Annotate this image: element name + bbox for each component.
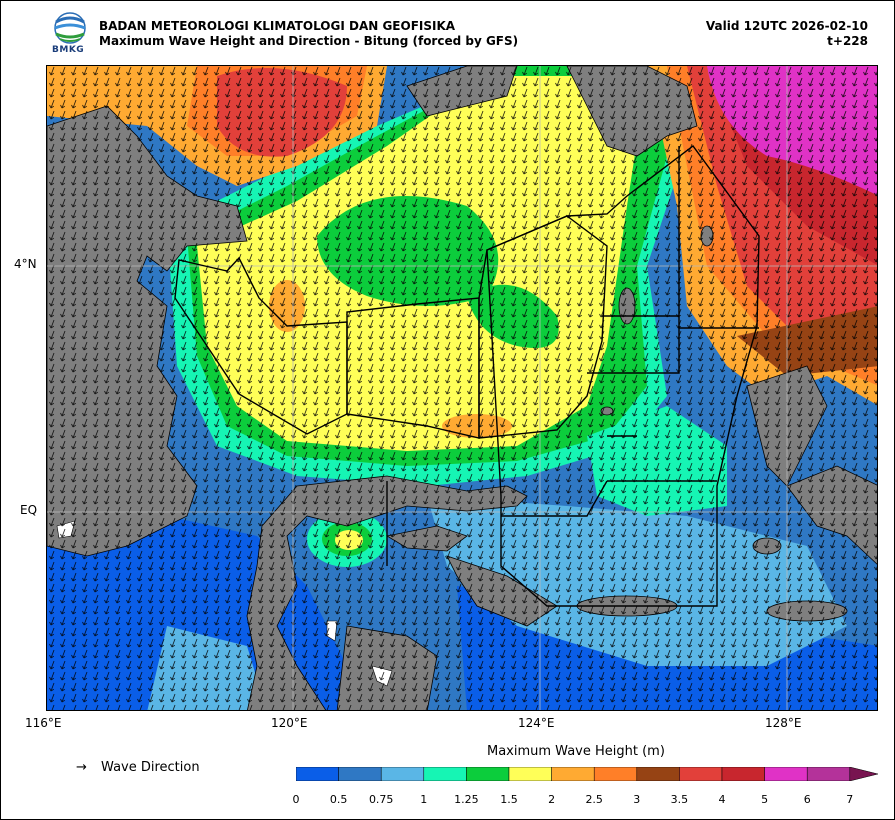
colorbar-segment: [721, 767, 765, 781]
forecast-hour: t+228: [827, 34, 868, 48]
wave-direction-arrows: [47, 66, 877, 710]
wave-direction-legend: → Wave Direction: [76, 760, 200, 775]
zone-boundaries: [174, 145, 760, 607]
lat-tick-4n: 4°N: [14, 257, 37, 271]
colorbar-segment: [806, 767, 851, 781]
colorbar-segment: [296, 767, 339, 781]
logo-text: BMKG: [52, 45, 85, 55]
header-right: Valid 12UTC 2026-02-10 t+228: [706, 19, 868, 49]
colorbar-segment: [764, 767, 808, 781]
product-title: Maximum Wave Height and Direction - Bitu…: [99, 34, 519, 48]
colorbar-tick-label: 1: [420, 793, 428, 806]
colorbar-segment: [466, 767, 510, 781]
agency-title: BADAN METEOROLOGI KLIMATOLOGI DAN GEOFIS…: [99, 19, 456, 33]
lon-tick-128e: 128°E: [765, 716, 802, 730]
lon-tick-120e: 120°E: [271, 716, 308, 730]
colorbar-tick-label: 5: [761, 793, 769, 806]
colorbar-extend-arrow: [849, 767, 878, 781]
zone-divider-5: [501, 480, 608, 517]
zone-central-east: [478, 215, 608, 439]
zone-east: [486, 145, 760, 607]
colorbar-segment: [423, 767, 467, 781]
wave-direction-label: Wave Direction: [101, 760, 200, 775]
colorbar-segment: [380, 767, 425, 781]
colorbar-tick-label: 7: [846, 793, 854, 806]
colorbar-segment: [508, 767, 552, 781]
zone-divider-2: [587, 326, 680, 374]
arrow-icon: →: [76, 760, 87, 775]
graticule: [47, 66, 877, 710]
colorbar-tick-label: 0.75: [368, 793, 394, 806]
colorbar-title: Maximum Wave Height (m): [487, 744, 665, 759]
colorbar-tick-label: 6: [803, 793, 811, 806]
colorbar-tick-label: 0: [292, 793, 300, 806]
wave-field: [47, 66, 877, 710]
colorbar-tick-label: 2: [548, 793, 556, 806]
zone-west: [174, 256, 348, 435]
colorbar-tick-label: 0.5: [329, 793, 348, 806]
colorbar-tick-label: 2.5: [585, 793, 603, 806]
lat-tick-eq: EQ: [20, 503, 38, 517]
colorbar-tick-label: 3: [633, 793, 641, 806]
lon-tick-124e: 124°E: [518, 716, 555, 730]
colorbar-tick-label: 1.25: [454, 793, 479, 806]
zone-divider-1: [602, 315, 759, 329]
bmkg-logo-icon: [54, 12, 86, 44]
lon-tick-116e: 116°E: [25, 716, 62, 730]
colorbar-tick-label: 3.5: [670, 793, 689, 806]
colorbar-tick-label: 1.5: [500, 793, 518, 806]
colorbar-segment: [338, 767, 382, 781]
colorbar-segment: [636, 767, 680, 781]
colorbar-segment: [679, 767, 723, 781]
colorbar-tick-label: 4: [718, 793, 726, 806]
valid-time: Valid 12UTC 2026-02-10: [705, 19, 868, 33]
colorbar-segment: [593, 767, 638, 781]
wave-map: [46, 65, 878, 711]
header-left: BADAN METEOROLOGI KLIMATOLOGI DAN GEOFIS…: [99, 19, 518, 49]
colorbar: [296, 767, 878, 781]
colorbar-segment: [551, 767, 595, 781]
